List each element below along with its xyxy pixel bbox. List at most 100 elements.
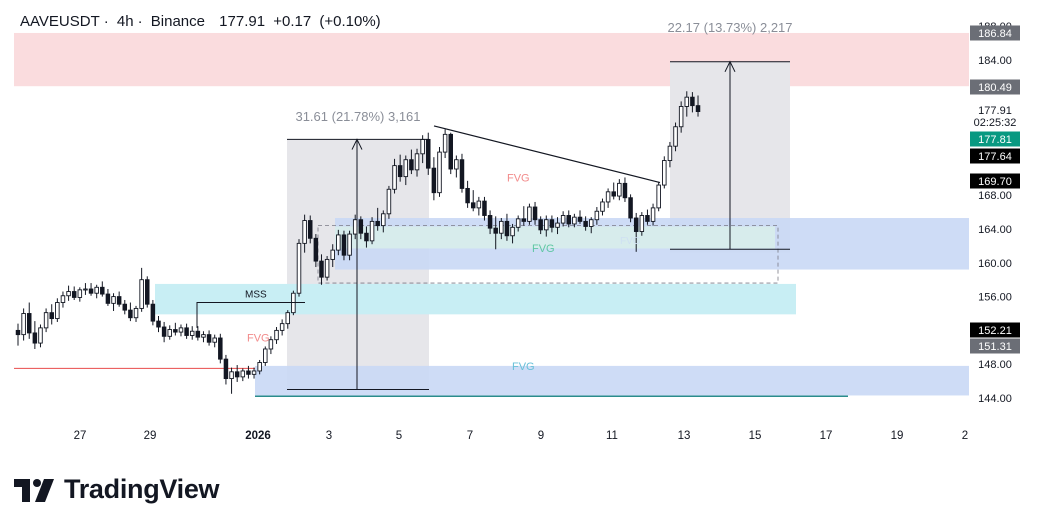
candle-down	[409, 159, 414, 171]
x-tick-label: 11	[606, 430, 618, 442]
candle	[364, 226, 369, 248]
x-tick-label: 9	[538, 430, 544, 442]
measure-2-arrowhead	[724, 60, 736, 73]
candle	[307, 215, 313, 244]
candle	[628, 194, 633, 223]
candle-up	[369, 220, 375, 242]
candle-up	[302, 220, 307, 244]
candle	[38, 324, 43, 348]
candle-down	[71, 291, 77, 298]
candle	[246, 365, 251, 379]
candle-down	[690, 96, 695, 107]
candle-down	[364, 232, 369, 242]
descending-trendline	[433, 125, 661, 184]
candle-down	[116, 296, 122, 305]
price-label-green: 177.81	[970, 131, 1020, 147]
candle-up	[588, 219, 594, 227]
candle	[633, 212, 639, 252]
candle-up	[251, 370, 257, 375]
candle	[392, 158, 397, 194]
supply-zone	[14, 32, 969, 87]
candle	[437, 147, 442, 197]
candle-down	[431, 167, 437, 194]
candle	[678, 101, 684, 133]
price-label-grey: 186.84	[970, 25, 1020, 41]
candle-up	[268, 339, 274, 350]
candle-down	[313, 237, 319, 262]
candle	[594, 207, 600, 225]
candle-up	[414, 153, 420, 171]
x-tick-label: 2026	[245, 430, 271, 442]
candle-down	[161, 326, 167, 337]
candle-up	[38, 327, 43, 344]
candle	[218, 333, 223, 364]
candle-up	[201, 334, 206, 338]
candle	[77, 287, 83, 302]
candle-up	[476, 200, 482, 209]
candle	[431, 157, 437, 201]
x-tick-label: 19	[891, 430, 904, 442]
candle-up	[336, 234, 341, 251]
candle	[459, 153, 465, 193]
candle	[116, 291, 122, 307]
symbol-name[interactable]: AAVEUSDT	[20, 13, 100, 30]
candle	[173, 322, 178, 336]
candle	[223, 354, 229, 385]
candle-down	[549, 219, 555, 228]
candle-up	[386, 188, 392, 215]
symbol-interval[interactable]: 4h	[116, 13, 134, 30]
candle-down	[375, 220, 380, 227]
candle-down	[150, 303, 156, 322]
candle-down	[448, 133, 453, 170]
x-tick-label: 7	[467, 430, 473, 442]
price-label-black: 169.70	[970, 173, 1020, 189]
candle	[195, 326, 201, 341]
candle	[336, 229, 341, 256]
candle-down	[426, 138, 431, 169]
candle-up	[639, 215, 645, 232]
candle-up	[667, 145, 673, 162]
symbol-exchange: Binance	[150, 13, 205, 30]
symbol-change-pct: (+0.10%)	[319, 13, 381, 30]
candle-up	[555, 222, 560, 228]
x-tick-label: 2	[962, 430, 968, 442]
candle-down	[145, 279, 150, 305]
candle-down	[532, 206, 538, 221]
candle-up	[229, 371, 234, 380]
candle-up	[352, 219, 358, 235]
candle-down	[105, 293, 111, 304]
tradingview-logo[interactable]: TradingView	[14, 474, 220, 505]
mss-label: MSS	[245, 290, 267, 301]
candle-up	[673, 126, 678, 147]
candle-down	[156, 320, 161, 328]
fvg-label-faint: FVG	[620, 236, 641, 247]
brand-name: TradingView	[64, 474, 220, 504]
candle-up	[347, 233, 352, 256]
candle-up	[605, 191, 611, 203]
candle-up	[594, 210, 600, 221]
candle	[60, 291, 66, 308]
candle	[257, 359, 262, 375]
candle	[279, 319, 285, 336]
price-label-text: 177.91	[978, 105, 1012, 117]
fvg-label-red: FVG	[507, 173, 530, 185]
tradingview-mark-icon	[14, 478, 54, 502]
candle-down	[218, 337, 223, 360]
candle	[229, 367, 234, 394]
candle-up	[656, 184, 661, 209]
candle	[296, 239, 302, 297]
candle-up	[60, 295, 66, 303]
candle-up	[111, 296, 116, 304]
price-label-plain: 02:25:32	[974, 117, 1017, 129]
candle-down	[206, 334, 212, 343]
candle	[189, 326, 195, 340]
y-tick-label: 156.00	[978, 292, 1012, 304]
candle	[150, 299, 156, 326]
candle-down	[504, 220, 510, 237]
candle	[178, 324, 184, 337]
candle-up	[296, 242, 302, 294]
candle-down	[521, 218, 527, 222]
candle	[442, 129, 448, 159]
candle-up	[454, 159, 459, 170]
